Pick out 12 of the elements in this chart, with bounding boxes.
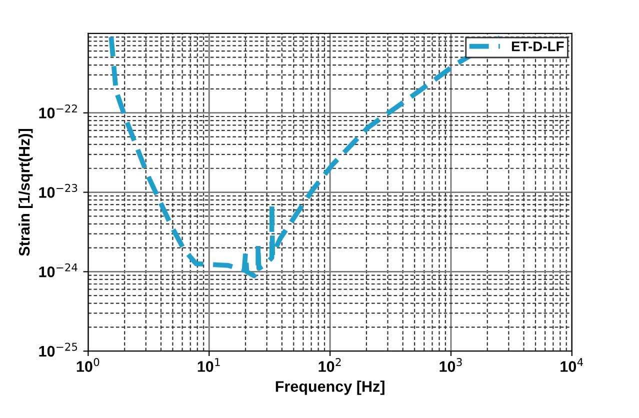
y-tick-label: 10$^{−22}$ — [39, 104, 77, 118]
x-tick-label: 10$^{1}$ — [198, 358, 220, 372]
x-tick-label: 10$^{2}$ — [318, 358, 341, 372]
y-tick-label: 10$^{−23}$ — [39, 184, 78, 198]
x-tick-label: 10$^{3}$ — [440, 358, 462, 372]
x-tick-label: 10$^{0}$ — [76, 358, 100, 372]
legend-label: ET-D-LF — [512, 42, 564, 52]
y-tick-label: 10$^{−25}$ — [39, 342, 78, 357]
x-axis-title: Frequency [Hz] — [276, 380, 384, 395]
x-tick-label: 10$^{4}$ — [560, 358, 584, 372]
y-axis-title: Strain [1/sqrt(Hz)] — [18, 129, 33, 256]
y-tick-label: 10$^{−24}$ — [39, 263, 78, 278]
